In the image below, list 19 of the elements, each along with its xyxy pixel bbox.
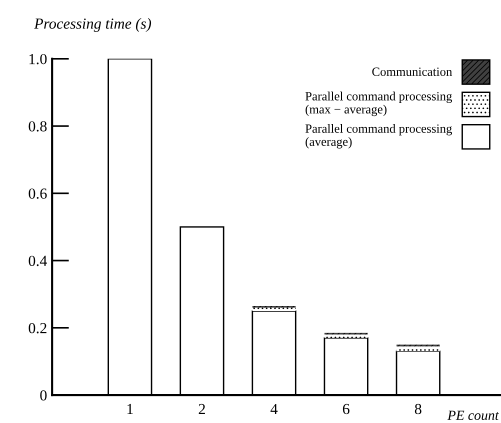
y-tick-label: 1.0 xyxy=(29,54,47,64)
bar xyxy=(252,308,296,312)
y-tick-label: 0.4 xyxy=(28,256,48,266)
x-tick-label: 4 xyxy=(270,404,278,414)
bar xyxy=(324,334,368,338)
y-tick-label: 0.8 xyxy=(28,121,47,132)
y-tick-label: 0.2 xyxy=(28,322,46,334)
x-tick-label: 6 xyxy=(342,404,350,414)
x-tick-label: 8 xyxy=(414,404,422,414)
x-tick-label: 1 xyxy=(127,404,133,414)
x-tick-label: 2 xyxy=(198,404,205,414)
legend-label: Parallel command processing (average) xyxy=(305,124,452,149)
y-axis-title: Processing time (s) xyxy=(34,18,152,32)
legend-label: Communication xyxy=(372,68,452,76)
x-axis-title: PE count xyxy=(447,410,500,420)
y-tick-label: 0 xyxy=(40,390,47,401)
y-tick-label: 0.6 xyxy=(28,188,47,199)
bar xyxy=(396,346,440,352)
legend-label: Parallel command processing (max − average) xyxy=(305,92,452,116)
